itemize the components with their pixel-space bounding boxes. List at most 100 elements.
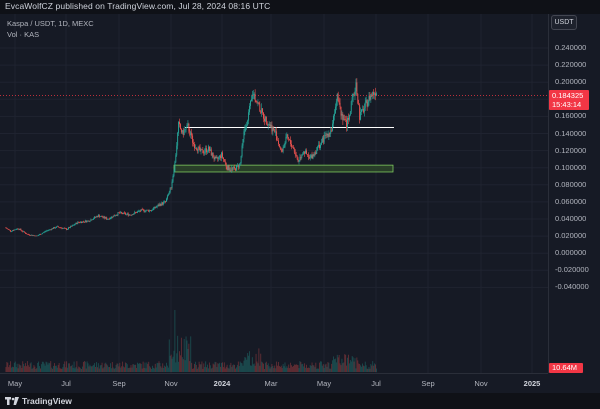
legend: Kaspa / USDT, 1D, MEXC Vol · KAS [7,18,94,40]
candle-body [321,137,323,143]
candle-body [360,112,362,120]
volume-bar [184,360,186,372]
volume-bar [367,368,369,372]
volume-bar [223,362,225,372]
candle-body [357,93,359,104]
candle-body [9,229,11,231]
candle-body [274,129,276,133]
volume-bar [262,362,264,372]
volume-bar [232,365,234,372]
candle-body [200,149,202,152]
candle-body [102,217,104,218]
candle-body [351,97,353,102]
volume-bar [11,367,12,372]
candle-body [288,138,290,140]
volume-bar [28,366,30,372]
volume-bar [317,368,319,372]
volume-bar [320,361,321,372]
volume-bar [117,363,119,372]
volume-legend[interactable]: Vol · KAS [7,30,40,39]
volume-bar [39,366,40,372]
volume-bar [87,363,89,372]
volume-bar [124,367,125,372]
chart-pane[interactable] [0,14,548,373]
price-tick-label: 0.000000 [555,248,587,258]
candle-body [70,226,72,227]
candle-body [264,116,266,122]
volume-bar [362,365,364,372]
volume-bar [362,363,363,372]
volume-bar [137,362,138,372]
volume-bar [145,368,147,372]
candle-body [130,215,132,216]
volume-bar [281,368,283,372]
candle-body [259,104,261,112]
volume-bar [320,361,322,372]
candle-body [26,233,27,235]
volume-bar [233,364,235,372]
volume-bar [141,368,143,372]
symbol-legend[interactable]: Kaspa / USDT, 1D, MEXC [7,19,94,28]
candle-body [368,95,370,103]
volume-bar [266,365,268,372]
volume-bar [140,363,142,372]
candle-body [218,157,220,159]
candle-body [29,235,31,236]
candle-body [311,155,313,159]
candle-body [121,212,123,214]
time-tick-label: Jul [371,379,381,388]
candle-body [44,231,46,233]
volume-bar [60,368,62,372]
volume-bar [289,368,291,372]
candle-body [353,94,355,95]
volume-bar [6,361,8,372]
volume-bar [5,367,7,372]
annotations [173,127,394,173]
candle-body [182,130,184,135]
candle-body [278,140,279,145]
candle-body [239,163,241,164]
volume-bar [82,366,83,372]
candle-body [304,151,306,154]
candle-body [223,159,225,162]
candle-body [284,143,286,147]
volume-bar [298,368,300,372]
volume-bar [274,365,276,372]
candle-body [248,112,250,121]
volume-bar [96,367,98,372]
volume-bar [158,361,160,372]
volume-bar [325,363,327,372]
candle-body [343,119,345,121]
candle-body [35,235,37,237]
volume-bar [339,363,341,372]
candle-body [366,100,368,107]
volume-bar [130,365,132,372]
candle-body [163,201,165,205]
volume-bar [230,362,232,372]
volume-bar [51,367,53,372]
volume-bar [191,362,193,372]
volume-bar [148,361,150,372]
volume-bar [350,361,352,372]
candle-body [115,215,117,216]
volume-bar [128,367,130,372]
candle-body [145,210,147,212]
volume-bar [358,363,360,372]
time-axis[interactable]: May Jul Sep Nov 2024 Mar May Jul Sep Nov 2025 [0,373,548,394]
candle-body [226,166,228,171]
volume-bar [111,362,113,372]
candle-body [211,152,213,156]
volume-bar [53,365,54,372]
candle-body [73,224,75,226]
candle-body [134,212,136,214]
volume-bar [271,363,273,372]
volume-bar [322,364,324,372]
candle-body [220,155,222,158]
candle-body [111,216,113,218]
volume-bar [270,366,272,372]
price-axis[interactable]: 0.2400000.2200000.2000000.1800000.160000… [548,14,600,373]
volume-bar [26,366,27,372]
currency-button[interactable]: USDT [551,15,577,30]
volume-bar [89,364,91,372]
